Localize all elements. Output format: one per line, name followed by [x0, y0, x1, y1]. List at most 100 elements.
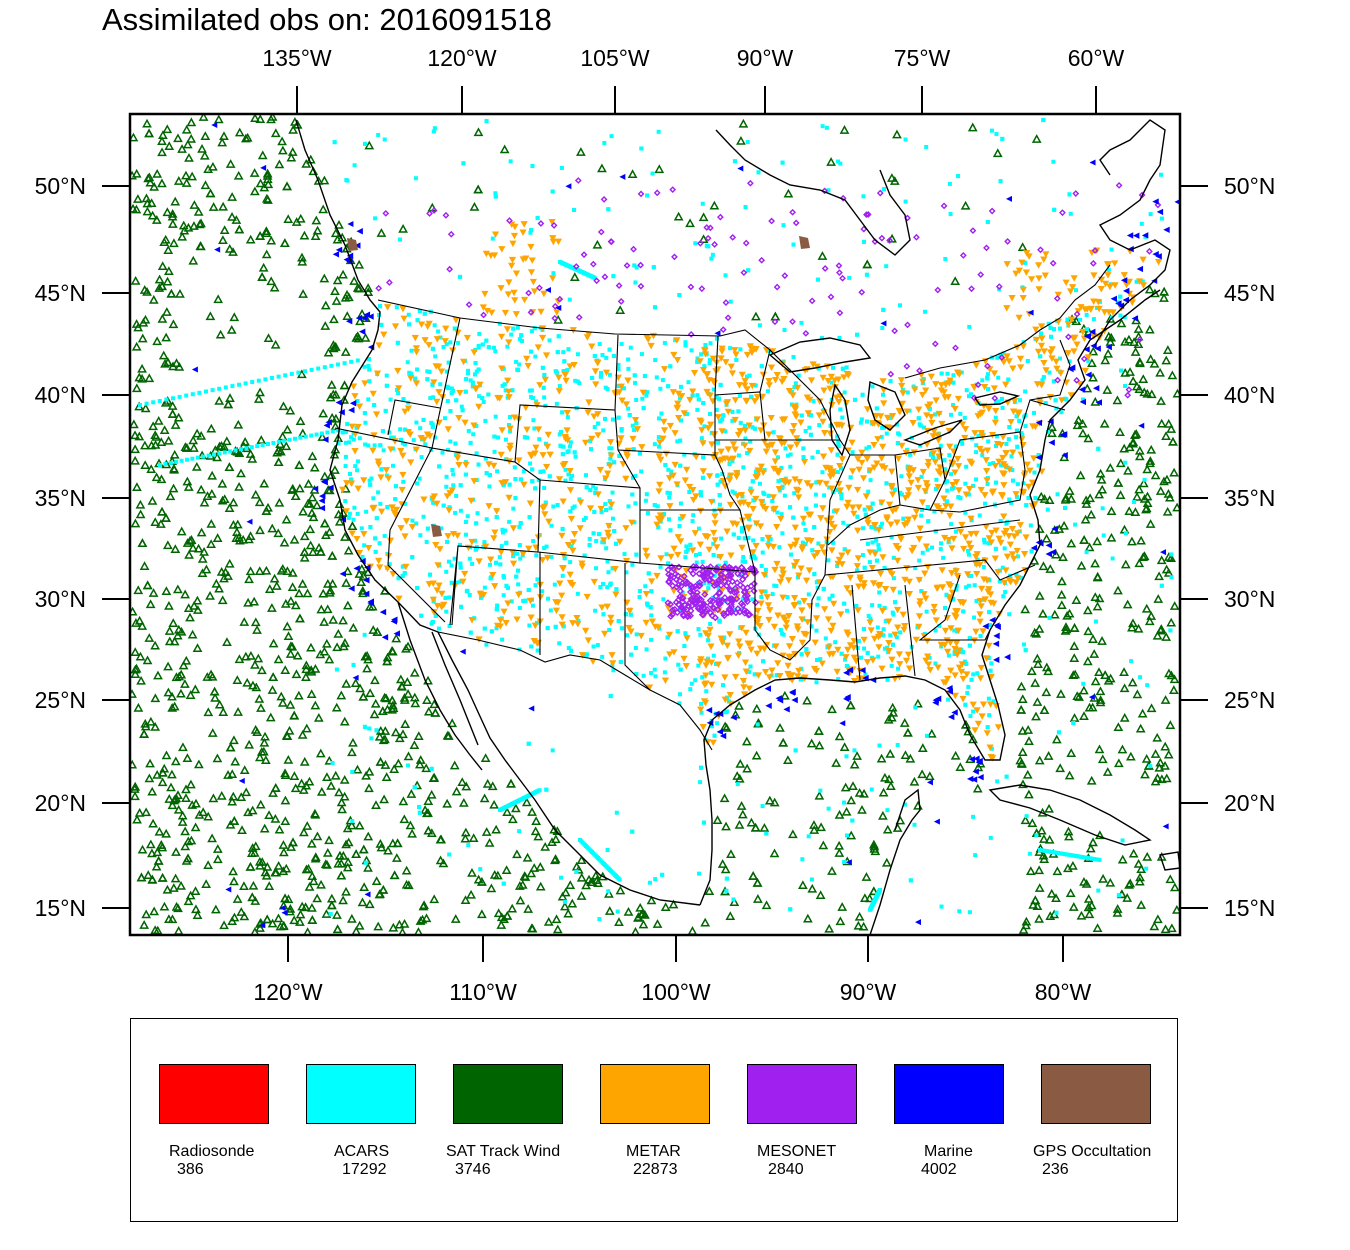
metar-marker — [983, 577, 991, 584]
sat-wind-marker — [316, 786, 327, 796]
acars-marker — [568, 509, 573, 514]
sat-wind-marker — [1167, 370, 1178, 380]
acars-marker — [354, 425, 359, 430]
sat-wind-marker — [307, 903, 317, 912]
sat-wind-marker — [1072, 420, 1083, 430]
metar-marker — [764, 602, 773, 609]
sat-wind-marker — [569, 272, 580, 281]
sat-wind-marker — [1139, 493, 1150, 503]
metar-marker — [545, 518, 553, 526]
metar-marker — [1002, 567, 1010, 574]
metar-marker — [1014, 575, 1022, 582]
sat-wind-marker — [1071, 595, 1082, 604]
acars-marker — [555, 350, 560, 355]
sat-wind-marker — [217, 595, 228, 605]
acars-marker — [699, 352, 704, 357]
acars-marker — [359, 526, 364, 531]
sat-wind-marker — [324, 527, 335, 536]
sat-wind-marker — [217, 478, 228, 488]
metar-marker — [979, 701, 988, 708]
acars-marker — [616, 362, 621, 367]
sat-wind-marker — [1160, 924, 1171, 934]
acars-marker — [663, 656, 668, 661]
sat-wind-marker — [507, 814, 518, 824]
sat-wind-marker — [584, 874, 594, 884]
acars-marker — [619, 626, 624, 631]
sat-wind-marker — [159, 237, 170, 247]
acars-marker — [897, 432, 902, 437]
metar-marker — [971, 430, 979, 437]
metar-marker — [795, 494, 803, 501]
acars-marker — [971, 814, 976, 819]
sat-wind-marker — [352, 764, 363, 774]
acars-marker — [614, 587, 619, 592]
sat-wind-marker — [140, 440, 150, 450]
acars-marker — [342, 361, 347, 366]
sat-wind-marker — [380, 726, 391, 735]
metar-marker — [948, 570, 956, 577]
metar-marker — [485, 503, 493, 510]
acars-marker — [747, 373, 752, 378]
sat-wind-marker — [1144, 324, 1155, 334]
sat-wind-marker — [150, 640, 161, 650]
acars-marker — [743, 205, 748, 210]
acars-marker — [428, 572, 433, 577]
metar-marker — [662, 450, 670, 458]
sat-wind-marker — [310, 808, 320, 818]
sat-wind-marker — [878, 810, 888, 820]
sat-wind-marker — [278, 920, 289, 930]
metar-marker — [775, 486, 783, 493]
acars-marker — [695, 359, 700, 364]
acars-marker — [592, 354, 597, 359]
acars-marker — [362, 543, 367, 548]
acars-marker — [927, 406, 932, 411]
sat-wind-marker — [357, 897, 368, 907]
acars-marker — [913, 566, 918, 571]
sat-wind-marker — [736, 135, 746, 145]
acars-marker — [476, 367, 481, 372]
acars-marker — [855, 568, 860, 573]
metar-marker — [438, 590, 446, 598]
metar-marker — [400, 315, 408, 323]
sat-wind-marker — [1020, 604, 1031, 614]
sat-wind-marker — [331, 296, 342, 305]
sat-wind-marker — [398, 796, 409, 806]
sat-wind-marker — [1036, 491, 1047, 501]
acars-marker — [1046, 321, 1051, 326]
acars-marker — [996, 399, 1001, 404]
sat-wind-marker — [305, 524, 316, 534]
acars-marker — [953, 444, 958, 449]
sat-wind-marker — [1146, 444, 1157, 454]
acars-marker — [652, 667, 657, 672]
acars-marker — [410, 518, 415, 523]
acars-marker — [448, 340, 453, 345]
sat-wind-marker — [304, 776, 315, 786]
sat-wind-marker — [407, 828, 417, 838]
acars-marker — [430, 619, 435, 624]
acars-marker — [598, 374, 603, 379]
metar-marker — [617, 383, 625, 391]
acars-marker — [424, 539, 429, 544]
sat-wind-marker — [297, 730, 308, 739]
metar-marker — [709, 355, 717, 363]
acars-marker — [972, 583, 977, 588]
acars-marker — [352, 163, 357, 168]
sat-wind-marker — [1085, 843, 1096, 853]
acars-marker — [441, 503, 446, 508]
acars-marker — [562, 369, 567, 374]
acars-marker — [928, 452, 933, 457]
sat-wind-marker — [529, 863, 540, 872]
sat-wind-marker — [250, 489, 261, 499]
acars-marker — [645, 511, 650, 516]
acars-marker — [447, 624, 452, 629]
sat-wind-marker — [267, 685, 278, 694]
sat-wind-marker — [442, 798, 453, 808]
sat-wind-marker — [1038, 608, 1048, 618]
acars-marker — [530, 395, 535, 400]
sat-wind-marker — [210, 904, 221, 914]
acars-marker — [373, 549, 378, 554]
sat-wind-marker — [282, 424, 293, 434]
acars-marker — [468, 630, 473, 635]
sat-wind-marker — [166, 782, 176, 792]
sat-wind-marker — [267, 523, 278, 533]
